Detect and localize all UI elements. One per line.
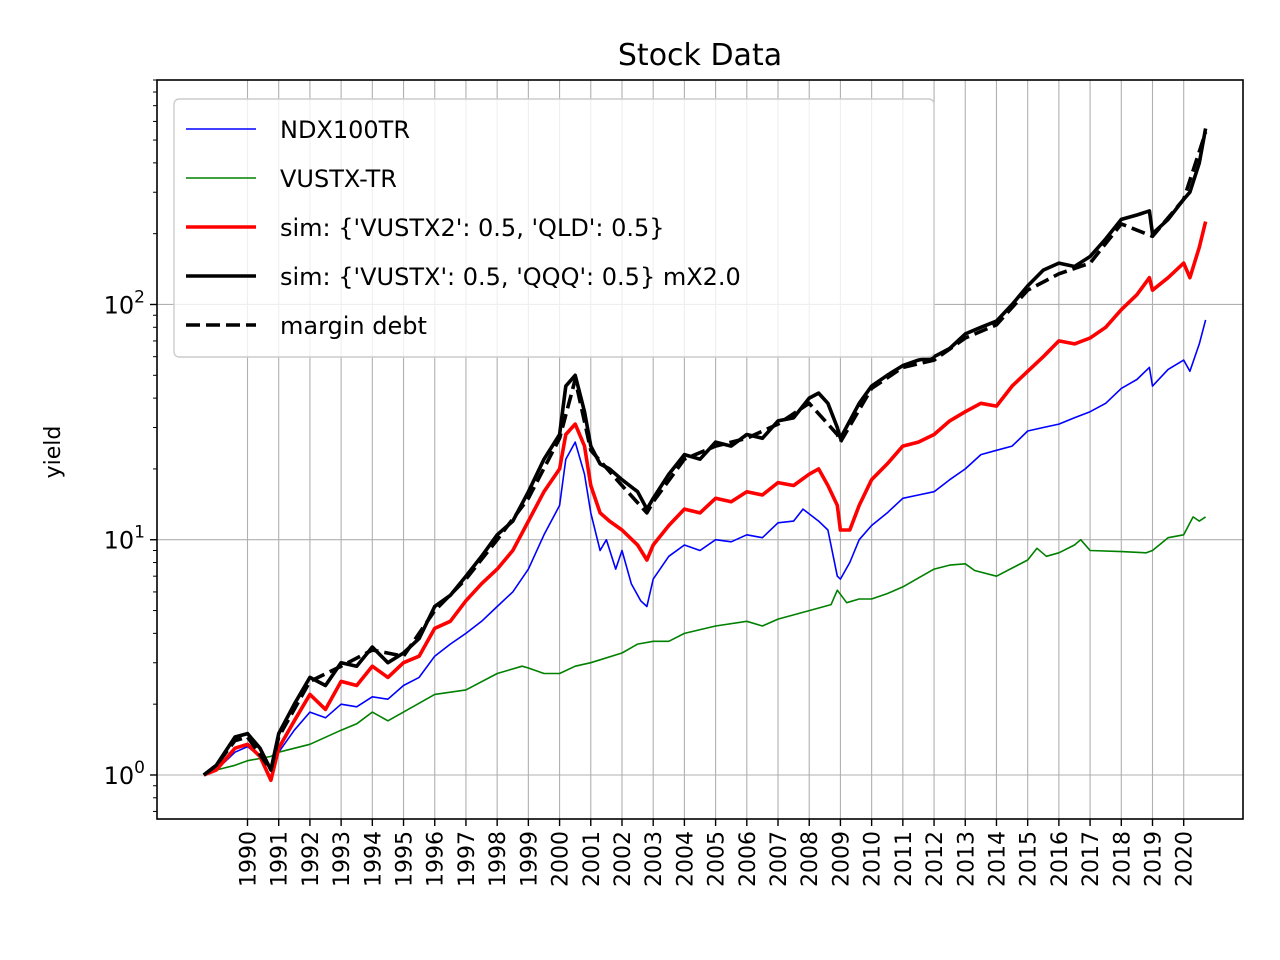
x-tick-label: 2014 (985, 831, 1010, 887)
x-tick-label: 1991 (268, 831, 293, 887)
series-line-4 (202, 131, 1208, 777)
legend: NDX100TR VUSTX-TR sim: {'VUSTX2': 0.5, 'QL… (173, 98, 935, 358)
series-line-3 (202, 128, 1208, 777)
series-line-0 (203, 319, 1207, 781)
x-tick-label: 2005 (705, 831, 730, 887)
legend-box (173, 98, 935, 358)
x-tick-label: 2002 (611, 831, 636, 887)
x-tick-label: 2010 (861, 831, 886, 887)
x-tick-label: 2001 (580, 831, 605, 887)
x-tick-label: 1998 (486, 831, 511, 887)
x-tick-label: 1999 (517, 831, 542, 887)
y-tick-base: 10 (104, 762, 135, 790)
x-tick-label: 1994 (361, 831, 386, 887)
y-tick-exponent: 2 (134, 287, 145, 307)
x-tick-label: 2004 (673, 831, 698, 887)
y-axis-label: yield (41, 426, 66, 479)
x-tick-label: 2019 (1142, 831, 1167, 887)
legend-label-4: margin debt (280, 312, 427, 340)
y-tick-exponent: 1 (134, 523, 145, 543)
series-line-2 (203, 221, 1208, 782)
x-tick-label: 2008 (798, 831, 823, 887)
x-tick-label: 1995 (393, 831, 418, 887)
x-tick-label: 1997 (455, 831, 480, 887)
x-tick-label: 2016 (1048, 831, 1073, 887)
legend-label-3: sim: {'VUSTX': 0.5, 'QQQ': 0.5} mX2.0 (280, 263, 741, 291)
x-tick-label: 1990 (237, 831, 262, 887)
series-lines (202, 128, 1208, 782)
x-tick-label: 2003 (642, 831, 667, 887)
x-tick-label: 2006 (736, 831, 761, 887)
x-tick-label: 1993 (330, 831, 355, 887)
x-tick-label: 2000 (549, 831, 574, 887)
y-tick-base: 10 (104, 291, 135, 319)
y-tick-exponent: 0 (134, 758, 145, 778)
legend-label-0: NDX100TR (280, 116, 410, 144)
x-tick-label: 2009 (829, 831, 854, 887)
legend-label-2: sim: {'VUSTX2': 0.5, 'QLD': 0.5} (280, 214, 665, 242)
y-tick-label: 100 (104, 758, 145, 790)
x-tick-label: 2015 (1017, 831, 1042, 887)
y-tick-label: 101 (104, 523, 145, 555)
plot-frame (156, 79, 1244, 820)
series-line-1 (203, 516, 1207, 776)
x-tick-label: 2007 (767, 831, 792, 887)
x-tick-label: 1996 (424, 831, 449, 887)
axis-ticks: 1990 1991 1992 1993 1994 1995 1996 1997 1998 1999… (104, 79, 1198, 887)
x-tick-label: 2011 (892, 831, 917, 887)
x-tick-label: 2012 (923, 831, 948, 887)
y-tick-label: 102 (104, 287, 145, 319)
x-tick-label: 2017 (1079, 831, 1104, 887)
y-tick-base: 10 (104, 527, 135, 555)
chart-title: Stock Data (618, 38, 782, 73)
x-tick-label: 1992 (299, 831, 324, 887)
x-tick-label: 2018 (1110, 831, 1135, 887)
x-tick-label: 2013 (954, 831, 979, 887)
x-tick-label: 2020 (1173, 831, 1198, 887)
legend-label-1: VUSTX-TR (280, 165, 397, 193)
